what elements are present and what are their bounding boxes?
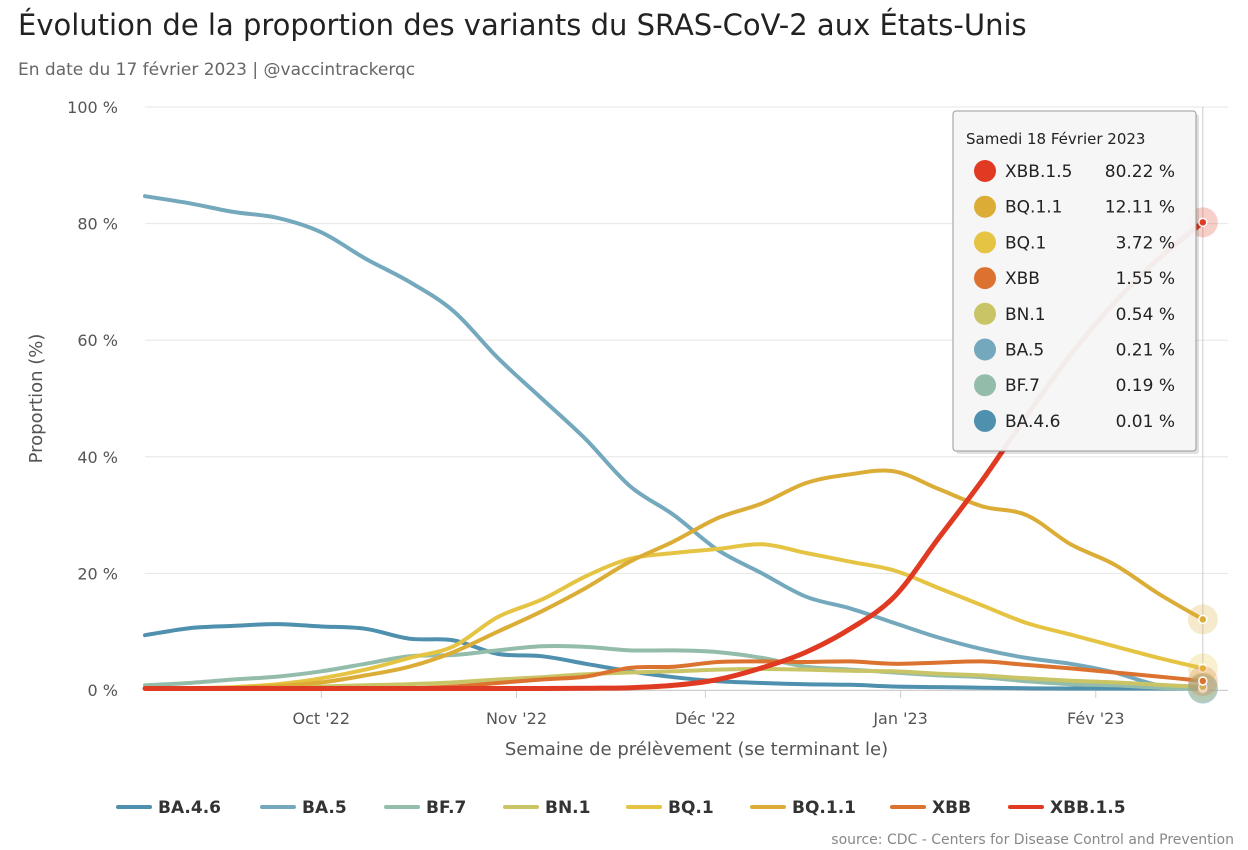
x-tick-label: Oct '22	[293, 709, 351, 728]
tooltip-series-value: 3.72 %	[1116, 233, 1175, 253]
y-tick-label: 60 %	[77, 331, 118, 350]
y-axis-title: Proportion (%)	[26, 334, 47, 464]
tooltip-series-name: XBB.1.5	[1005, 162, 1072, 182]
series-line-ba-5[interactable]	[143, 194, 1205, 691]
y-tick-label: 80 %	[77, 215, 118, 234]
legend-item-bn-1[interactable]: BN.1	[503, 798, 590, 818]
legend-item-ba-4-6[interactable]: BA.4.6	[116, 798, 221, 818]
y-tick-label: 100 %	[67, 98, 118, 117]
series-line-ba-4-6[interactable]	[143, 622, 1205, 691]
data-point-bq-1	[1198, 663, 1208, 674]
tooltip-series-name: BA.4.6	[1005, 412, 1060, 432]
tooltip-series-name: BF.7	[1005, 376, 1040, 396]
tooltip: Samedi 18 Février 2023 XBB.1.5 80.22 % BQ.1…	[952, 110, 1199, 454]
legend-item-bq-1-1[interactable]: BQ.1.1	[750, 798, 856, 818]
source-credit[interactable]: source: CDC - Centers for Disease Contro…	[831, 832, 1234, 848]
tooltip-header: Samedi 18 Février 2023	[966, 130, 1145, 148]
series-lines[interactable]	[142, 194, 1206, 692]
legend-item-xbb-1-5[interactable]: XBB.1.5	[1008, 798, 1126, 818]
series-line-bq-1[interactable]	[143, 542, 1205, 691]
tooltip-swatch-bq-1-1	[974, 195, 996, 218]
legend-label: BA.5	[302, 798, 347, 818]
legend-item-xbb[interactable]: XBB	[890, 798, 971, 818]
legend-label: BF.7	[426, 798, 466, 818]
tooltip-swatch-bf-7	[974, 374, 996, 397]
legend-label: XBB.1.5	[1050, 798, 1126, 818]
tooltip-series-name: BQ.1	[1005, 233, 1046, 253]
x-tick-label: Jan '23	[872, 709, 928, 728]
x-tick-label: Nov '22	[486, 709, 547, 728]
tooltip-series-name: BA.5	[1005, 341, 1044, 361]
x-tick-label: Fév '23	[1067, 709, 1124, 728]
y-axis: 0 % 20 % 40 % 60 % 80 % 100 %	[67, 98, 118, 700]
legend-item-bq-1[interactable]: BQ.1	[626, 798, 714, 818]
x-axis: Oct '22 Nov '22 Déc '22 Jan '23 Fév '23	[293, 690, 1125, 728]
legend-label: BQ.1.1	[792, 798, 856, 818]
legend[interactable]: BA.4.6 BA.5 BF.7 BN.1 BQ.1 BQ.1.1 XBB XBB.1.5	[116, 798, 1126, 818]
legend-item-bf-7[interactable]: BF.7	[384, 798, 466, 818]
tooltip-swatch-bn-1	[974, 302, 996, 325]
x-tick-label: Déc '22	[675, 709, 736, 728]
data-point-xbb	[1198, 676, 1208, 686]
series-line-bf-7[interactable]	[143, 644, 1205, 691]
y-tick-label: 20 %	[77, 564, 118, 583]
legend-label: BQ.1	[668, 798, 714, 818]
tooltip-series-value: 0.01 %	[1116, 412, 1175, 432]
tooltip-series-value: 12.11 %	[1105, 198, 1175, 218]
x-axis-title: Semaine de prélèvement (se terminant le)	[505, 739, 888, 760]
tooltip-series-value: 1.55 %	[1116, 269, 1175, 289]
legend-label: BA.4.6	[158, 798, 221, 818]
tooltip-series-value: 0.54 %	[1116, 305, 1175, 325]
tooltip-series-name: XBB	[1005, 269, 1040, 289]
chart-subtitle: En date du 17 février 2023 | @vaccintrac…	[18, 60, 416, 80]
tooltip-series-value: 80.22 %	[1105, 162, 1175, 182]
y-tick-label: 40 %	[77, 448, 118, 467]
tooltip-series-name: BQ.1.1	[1005, 198, 1062, 218]
series-line-bq-1-1[interactable]	[143, 468, 1205, 691]
data-point-bq-1-1	[1198, 614, 1208, 625]
legend-label: BN.1	[545, 798, 590, 818]
y-tick-label: 0 %	[88, 681, 118, 700]
data-point-xbb-1-5	[1198, 217, 1208, 228]
legend-label: XBB	[932, 798, 971, 818]
tooltip-swatch-ba-5	[974, 338, 996, 361]
hover-markers	[1187, 207, 1218, 704]
tooltip-swatch-bq-1	[974, 231, 996, 254]
tooltip-series-name: BN.1	[1005, 305, 1046, 325]
legend-item-ba-5[interactable]: BA.5	[260, 798, 347, 818]
tooltip-box	[952, 110, 1197, 452]
tooltip-swatch-ba-4-6	[974, 409, 996, 432]
tooltip-swatch-xbb	[974, 267, 996, 290]
tooltip-series-value: 0.19 %	[1116, 376, 1175, 396]
tooltip-swatch-xbb-1-5	[974, 160, 996, 182]
tooltip-series-value: 0.21 %	[1116, 341, 1175, 361]
chart-title: Évolution de la proportion des variants …	[18, 8, 1027, 42]
